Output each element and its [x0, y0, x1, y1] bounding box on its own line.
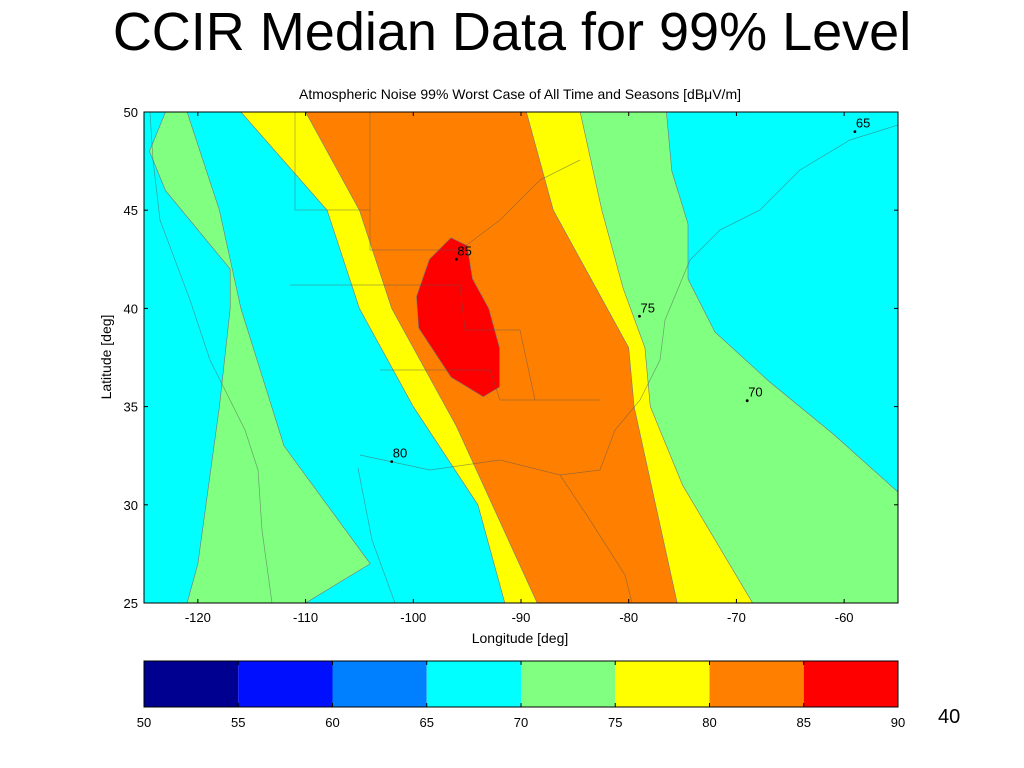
- x-tick-label: -100: [400, 610, 426, 625]
- colorbar-tick-label: 85: [797, 715, 811, 730]
- x-tick-label: -80: [619, 610, 638, 625]
- chart-title: Atmospheric Noise 99% Worst Case of All …: [299, 86, 741, 102]
- colorbar-segment: [709, 661, 804, 707]
- x-tick-label: -90: [512, 610, 531, 625]
- x-tick-label: -120: [185, 610, 211, 625]
- colorbar-segment: [426, 661, 521, 707]
- y-tick-label: 40: [124, 301, 138, 316]
- contour-label: 75: [640, 300, 654, 315]
- contour-label-marker: [638, 314, 641, 318]
- colorbar-segment: [521, 661, 616, 707]
- coastline-outline: [149, 112, 898, 603]
- contour-label-marker: [454, 257, 458, 261]
- colorbar-tick-label: 75: [608, 715, 622, 730]
- y-tick-label: 25: [124, 596, 138, 611]
- contour-bands: [149, 112, 898, 603]
- contour-label-marker: [745, 399, 749, 403]
- y-tick-label: 50: [124, 105, 138, 120]
- colorbar: 50 55 60 65 70 75 80 85 90: [137, 660, 905, 730]
- map-plot-area: 65 85 75 70 80: [144, 112, 898, 603]
- contour-label: 85: [457, 243, 471, 258]
- colorbar-segment: [238, 661, 333, 707]
- colorbar-tick-label: 60: [325, 715, 339, 730]
- colorbar-tick-label: 90: [891, 715, 905, 730]
- y-tick-label: 45: [124, 203, 138, 218]
- y-axis-label: Latitude [deg]: [98, 315, 114, 400]
- contour-label-marker: [853, 130, 857, 134]
- x-tick-label: -70: [727, 610, 746, 625]
- contour-label: 65: [856, 116, 870, 131]
- x-axis-ticks: -120 -110 -100 -90 -80 -70 -60: [185, 112, 854, 625]
- colorbar-tick-label: 80: [702, 715, 716, 730]
- colorbar-tick-label: 55: [231, 715, 245, 730]
- slide-number: 40: [938, 706, 961, 728]
- x-tick-label: -110: [293, 610, 318, 625]
- contour-labels: 65 85 75 70 80: [390, 116, 870, 463]
- colorbar-tick-label: 70: [514, 715, 528, 730]
- colorbar-tick-label: 65: [420, 715, 434, 730]
- colorbar-tick-label: 50: [137, 715, 151, 730]
- colorbar-segment: [332, 661, 427, 707]
- contour-band-85-90: [416, 237, 500, 398]
- colorbar-segment: [615, 661, 710, 707]
- y-tick-label: 35: [124, 400, 138, 415]
- colorbar-segment: [803, 661, 898, 707]
- slide-title: CCIR Median Data for 99% Level: [112, 2, 912, 62]
- contour-label-marker: [390, 460, 394, 463]
- x-tick-label: -60: [835, 610, 854, 625]
- x-axis-label: Longitude [deg]: [472, 630, 569, 646]
- y-tick-label: 30: [124, 498, 138, 513]
- colorbar-segment: [144, 661, 239, 707]
- contour-label: 80: [393, 446, 407, 461]
- y-axis-ticks: 25 30 35 40 45 50: [124, 105, 898, 611]
- contour-label: 70: [748, 385, 762, 400]
